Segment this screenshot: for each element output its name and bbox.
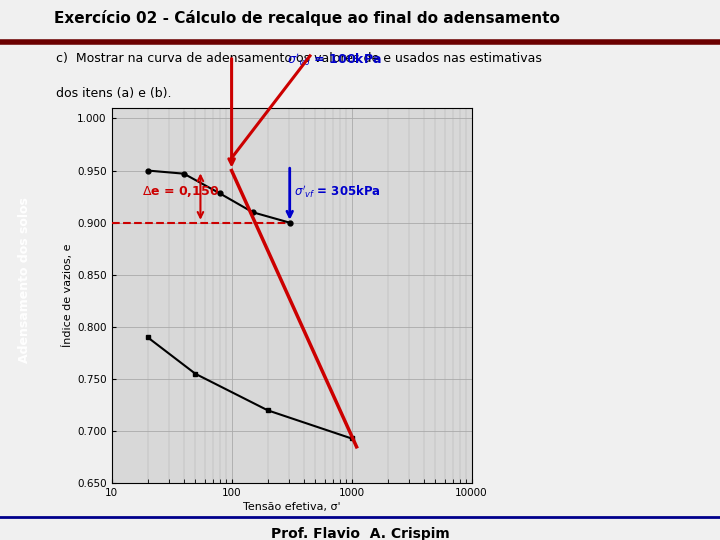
- Text: dos itens (a) e (b).: dos itens (a) e (b).: [55, 87, 171, 100]
- Text: Prof. Flavio  A. Crispim: Prof. Flavio A. Crispim: [271, 527, 449, 540]
- Text: $\sigma'_{vf}$ = 305kPa: $\sigma'_{vf}$ = 305kPa: [294, 183, 381, 200]
- Text: Adensamento dos solos: Adensamento dos solos: [18, 197, 31, 363]
- Text: $\Delta$e = 0,150: $\Delta$e = 0,150: [143, 184, 220, 199]
- Text: Exercício 02 - Cálculo de recalque ao final do adensamento: Exercício 02 - Cálculo de recalque ao fi…: [54, 10, 560, 26]
- Text: $\sigma'_{v0}$ = 100kPa: $\sigma'_{v0}$ = 100kPa: [287, 51, 382, 68]
- X-axis label: Tensão efetiva, σ': Tensão efetiva, σ': [243, 502, 341, 512]
- Text: c)  Mostrar na curva de adensamento os valores de e usados nas estimativas: c) Mostrar na curva de adensamento os va…: [55, 51, 541, 65]
- Y-axis label: Índice de vazios, e: Índice de vazios, e: [62, 244, 73, 347]
